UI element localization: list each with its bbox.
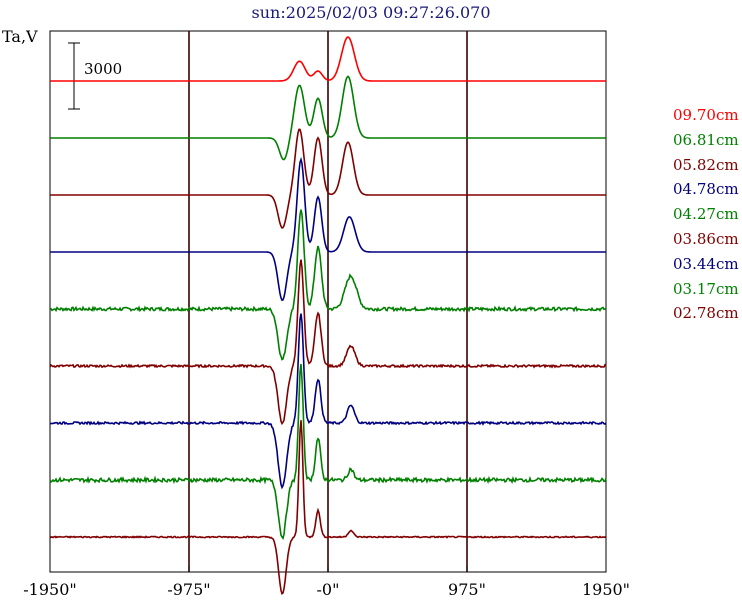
x-tick-label: 1950" bbox=[581, 580, 631, 599]
scale-bar-label: 3000 bbox=[84, 60, 123, 78]
x-tick-label: -975" bbox=[167, 580, 211, 599]
x-tick-label: -1950" bbox=[23, 580, 77, 599]
series-line-06.81cm bbox=[50, 75, 606, 161]
legend-entry: 04.78cm bbox=[673, 180, 739, 199]
legend-entry: 03.86cm bbox=[673, 230, 739, 248]
y-axis-label: Ta,V bbox=[2, 27, 38, 46]
series-line-03.44cm bbox=[49, 313, 607, 490]
series-line-03.86cm bbox=[49, 259, 607, 426]
series-line-05.82cm bbox=[50, 128, 606, 229]
legend-entry: 02.78cm bbox=[673, 304, 739, 323]
legend-entry: 05.82cm bbox=[673, 155, 739, 174]
series-line-04.78cm bbox=[50, 156, 606, 302]
series-line-04.27cm bbox=[49, 209, 607, 361]
chart-title: sun:2025/02/03 09:27:26.070 bbox=[251, 3, 491, 22]
x-tick-label: 975" bbox=[448, 580, 486, 599]
series-line-02.78cm bbox=[49, 420, 607, 596]
series-line-09.70cm bbox=[50, 36, 606, 82]
legend-entry: 03.44cm bbox=[673, 254, 739, 273]
legend-entry: 03.17cm bbox=[673, 279, 739, 298]
legend-entry: 06.81cm bbox=[673, 130, 739, 149]
legend-entry: 04.27cm bbox=[673, 205, 739, 224]
legend-entry: 09.70cm bbox=[673, 106, 739, 124]
series-line-03.17cm bbox=[49, 363, 607, 540]
x-tick-label: -0" bbox=[316, 580, 340, 599]
